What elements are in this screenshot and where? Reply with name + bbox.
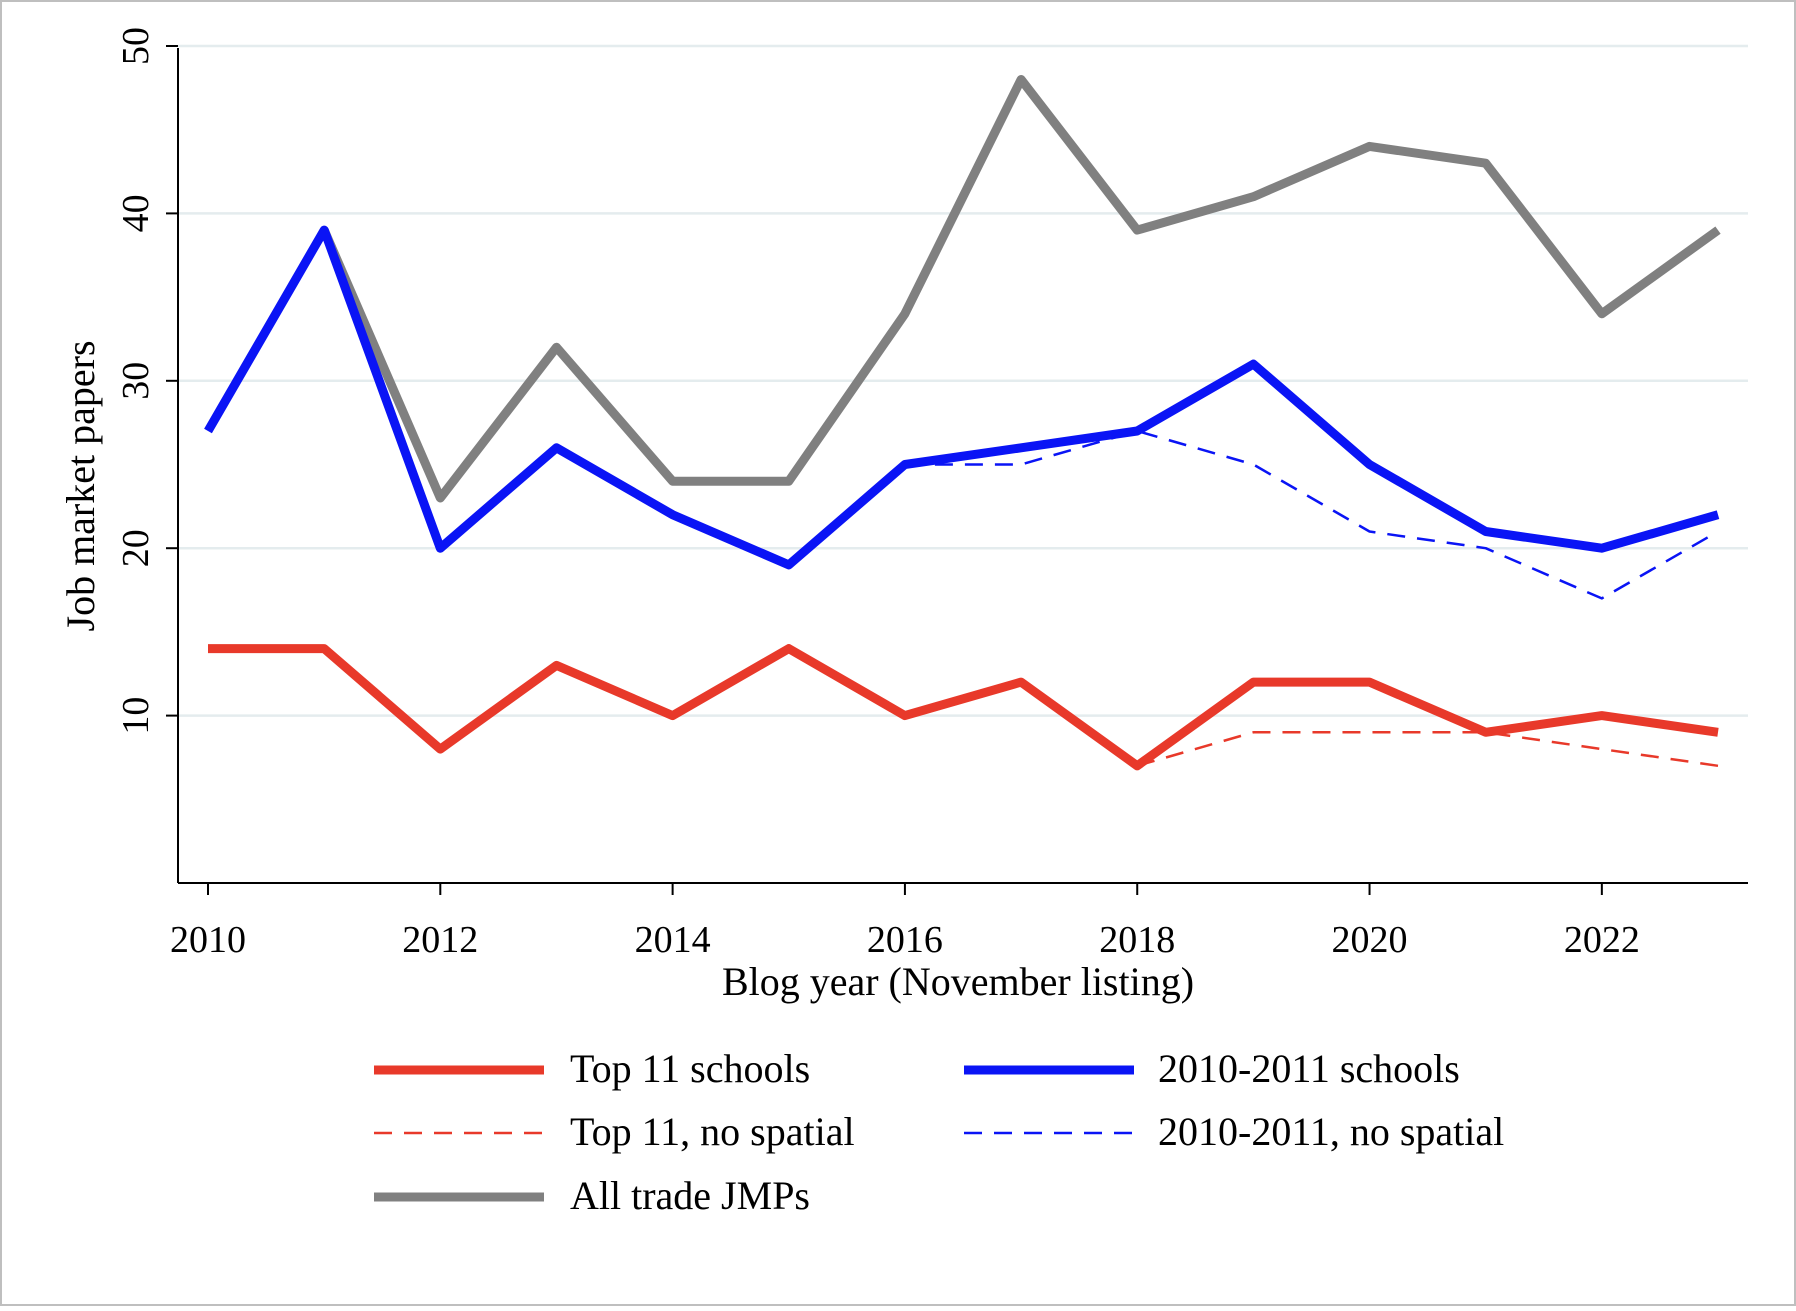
series-line-all-trade-jmps <box>320 75 1721 503</box>
y-tick-label-20: 20 <box>115 529 157 567</box>
series-line-2010-2011-schools <box>204 225 1720 570</box>
y-tick-label-50: 50 <box>115 27 157 65</box>
legend: Top 11 schools 2010-2011 schools Top 11, n… <box>374 1046 1504 1218</box>
y-tick-label-30: 30 <box>115 362 157 400</box>
x-tick-label-2014: 2014 <box>635 919 711 961</box>
axes <box>166 45 1748 895</box>
legend-label-all-trade-jmps: All trade JMPs <box>570 1173 810 1218</box>
x-axis-title: Blog year (November listing) <box>722 959 1194 1004</box>
x-tick-label-2020: 2020 <box>1332 919 1408 961</box>
legend-item-all-trade-jmps: All trade JMPs <box>374 1173 810 1218</box>
y-tick-label-10: 10 <box>115 697 157 735</box>
legend-item-top-11-no-spatial: Top 11, no spatial <box>374 1109 855 1154</box>
legend-label-2010-2011-schools: 2010-2011 schools <box>1158 1046 1460 1091</box>
series-lines <box>204 75 1721 771</box>
x-tick-label-2018: 2018 <box>1099 919 1175 961</box>
tick-labels: 10 20 30 40 50 2010 2012 2014 2016 2018 2020 2022 <box>115 27 1640 961</box>
legend-item-2010-2011-schools: 2010-2011 schools <box>964 1046 1460 1091</box>
series-line-2010-2011-no-spatial <box>904 429 1719 600</box>
legend-item-top-11-schools: Top 11 schools <box>374 1046 810 1091</box>
x-tick-label-2016: 2016 <box>867 919 943 961</box>
series-line-top-11-schools <box>208 644 1719 771</box>
y-axis-title: Job market papers <box>58 340 103 631</box>
x-tick-label-2012: 2012 <box>402 919 478 961</box>
x-tick-label-2010: 2010 <box>170 919 246 961</box>
legend-label-top-11-no-spatial: Top 11, no spatial <box>570 1109 855 1154</box>
series-line-top-11-no-spatial <box>1136 731 1719 768</box>
x-tick-label-2022: 2022 <box>1564 919 1640 961</box>
y-tick-label-40: 40 <box>115 194 157 232</box>
legend-label-top-11-schools: Top 11 schools <box>570 1046 810 1091</box>
legend-item-2010-2011-no-spatial: 2010-2011, no spatial <box>964 1109 1504 1154</box>
legend-label-2010-2011-no-spatial: 2010-2011, no spatial <box>1158 1109 1504 1154</box>
